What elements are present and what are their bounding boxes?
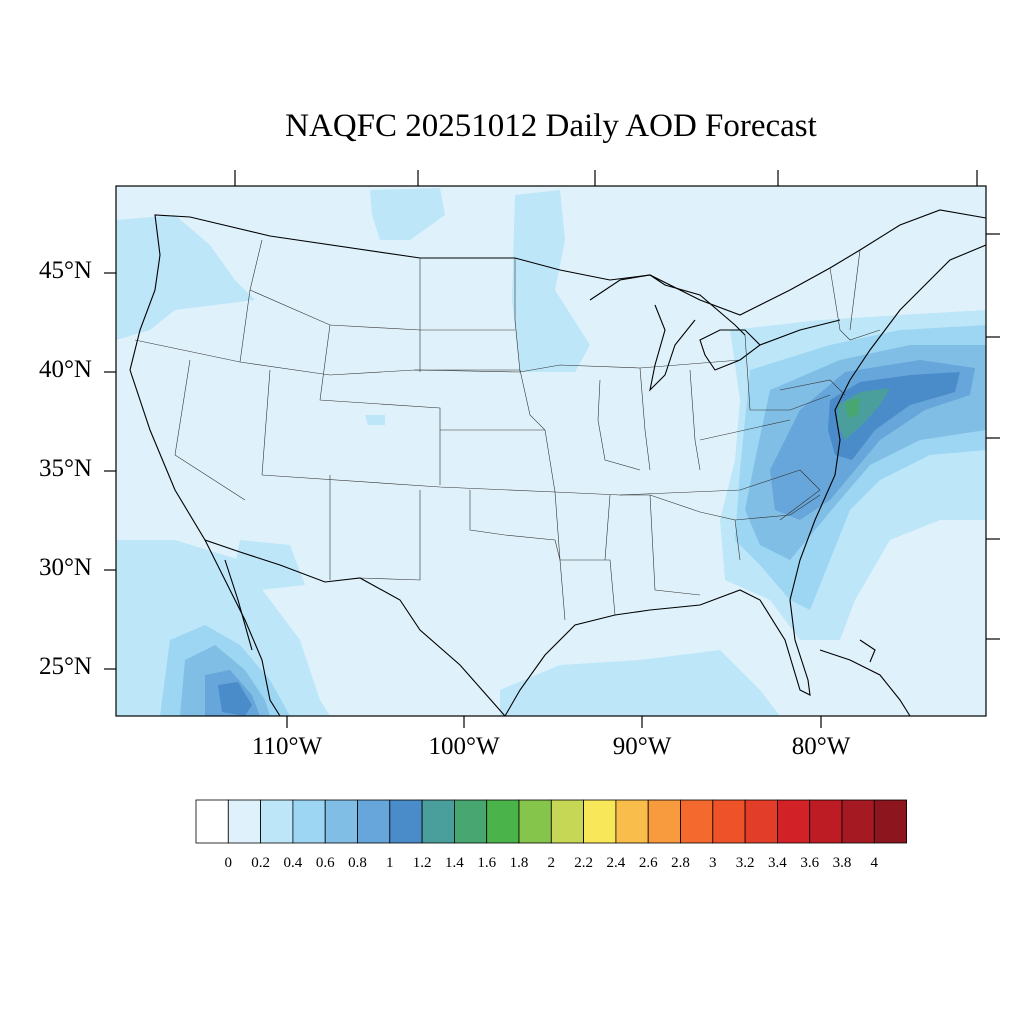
lat-label-25n: 25°N xyxy=(38,653,92,680)
colorbar-box xyxy=(389,799,423,844)
colorbar-box xyxy=(357,799,391,844)
country-boundaries xyxy=(129,209,987,717)
mid-atlantic-plume xyxy=(720,310,986,640)
map-ticks xyxy=(104,170,1000,728)
colorbar-tick-label: 3.6 xyxy=(800,855,820,871)
colorbar-tick-label: 3.8 xyxy=(832,855,852,871)
colorbar-tick-label: 2.4 xyxy=(606,855,626,871)
colorbar-tick-label: 4 xyxy=(870,855,879,871)
colorbar-box xyxy=(195,799,229,844)
baja-plume xyxy=(160,625,290,716)
lat-label-30n: 30°N xyxy=(38,554,92,581)
colorbar-box xyxy=(227,799,262,844)
colorbar-tick-label: 0.6 xyxy=(315,855,335,871)
colorbar-tick-label: 1.8 xyxy=(509,855,529,871)
lat-label-45n: 45°N xyxy=(38,257,92,284)
colorbar-box xyxy=(421,799,455,844)
state-boundaries xyxy=(134,239,881,621)
colorbar-tick-label: 1.4 xyxy=(445,855,464,871)
colorbar-box xyxy=(453,799,488,844)
chart-title: NAQFC 20251012 Daily AOD Forecast xyxy=(285,108,817,144)
colorbar-tick-label: 0.8 xyxy=(348,855,367,871)
colorbar-box xyxy=(873,799,907,844)
lat-label-40n: 40°N xyxy=(38,356,92,383)
colorbar-box xyxy=(324,799,358,844)
colorbar-box xyxy=(680,799,714,844)
map-frame xyxy=(115,185,987,717)
colorbar-tick-label: 1.2 xyxy=(412,855,432,871)
colorbar-tick-label: 3.4 xyxy=(768,855,787,871)
colorbar-tick-label: 3 xyxy=(709,855,717,871)
colorbar-box xyxy=(550,799,584,844)
colorbar-tick-label: 2.8 xyxy=(671,855,690,871)
colorbar-box xyxy=(615,799,649,844)
colorbar-box xyxy=(744,799,778,844)
colorbar-box xyxy=(809,799,843,844)
lon-label-110w: 110°W xyxy=(251,733,323,760)
pacific-northwest-haze xyxy=(116,188,590,372)
lat-label-35n: 35°N xyxy=(38,455,92,482)
colorbar-box xyxy=(841,799,875,844)
lon-label-90w: 90°W xyxy=(612,733,672,760)
colorbar-box xyxy=(518,799,552,844)
colorbar-box xyxy=(712,799,746,844)
colorbar-box xyxy=(777,799,811,844)
colorbar xyxy=(195,799,907,844)
colorbar-box xyxy=(583,799,617,844)
colorbar-tick-label: 0.4 xyxy=(283,855,303,871)
colorbar-tick-label: 2.6 xyxy=(638,855,658,871)
colorbar-tick-label: 0 xyxy=(224,855,233,871)
colorbar-tick-label: 2 xyxy=(547,855,556,871)
colorbar-box xyxy=(486,799,520,844)
colorbar-tick-label: 2.2 xyxy=(574,855,593,871)
lon-label-80w: 80°W xyxy=(791,733,851,760)
lon-label-100w: 100°W xyxy=(428,733,500,760)
colorbar-box xyxy=(292,799,326,844)
colorbar-box xyxy=(260,799,294,844)
colorbar-tick-label: 0.2 xyxy=(251,855,270,871)
colorbar-tick-label: 1.6 xyxy=(477,855,497,871)
colorbar-box xyxy=(647,799,681,844)
colorbar-tick-label: 3.2 xyxy=(735,855,755,871)
colorbar-tick-label: 1 xyxy=(386,855,394,871)
